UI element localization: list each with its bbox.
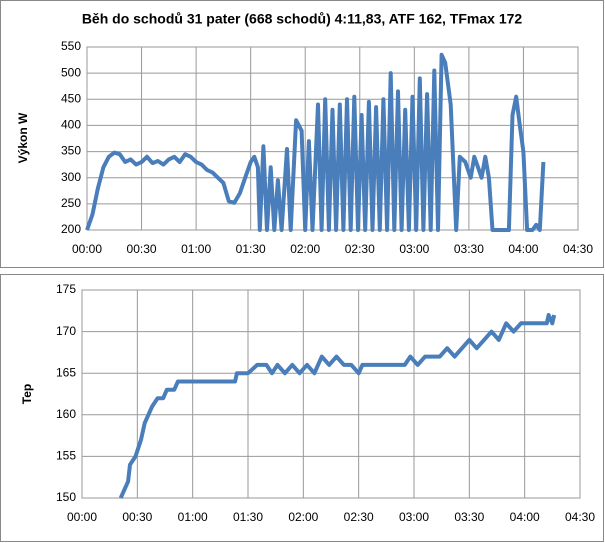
x-tick-label: 04:00 [510, 510, 540, 524]
y-axis-label: Tep [20, 384, 34, 404]
x-tick-label: 01:30 [233, 510, 263, 524]
y-tick-label: 155 [56, 449, 76, 463]
x-tick-label: 02:30 [344, 510, 374, 524]
x-tick-label: 04:30 [563, 242, 593, 256]
x-tick-label: 00:30 [127, 242, 157, 256]
x-tick-label: 01:30 [236, 242, 266, 256]
x-tick-label: 00:00 [67, 510, 97, 524]
y-tick-label: 150 [56, 490, 76, 504]
data-line [118, 313, 557, 499]
y-tick-label: 300 [61, 170, 81, 184]
data-line [85, 52, 546, 232]
x-tick-label: 04:00 [508, 242, 538, 256]
x-tick-label: 02:30 [345, 242, 375, 256]
x-tick-label: 02:00 [290, 242, 320, 256]
x-tick-label: 03:30 [454, 510, 484, 524]
y-tick-label: 200 [61, 222, 81, 236]
x-tick-label: 01:00 [178, 510, 208, 524]
y-tick-label: 450 [61, 91, 81, 105]
x-tick-label: 04:30 [565, 510, 595, 524]
x-tick-label: 01:00 [181, 242, 211, 256]
y-axis-label: Výkon W [16, 112, 30, 163]
x-tick-label: 02:00 [288, 510, 318, 524]
y-tick-label: 400 [61, 118, 81, 132]
y-tick-label: 175 [56, 282, 76, 296]
y-tick-label: 165 [56, 365, 76, 379]
x-tick-label: 03:30 [454, 242, 484, 256]
y-tick-label: 170 [56, 324, 76, 338]
y-tick-label: 250 [61, 196, 81, 210]
plot-area [81, 289, 581, 499]
x-tick-label: 00:00 [72, 242, 102, 256]
y-tick-label: 160 [56, 407, 76, 421]
y-tick-label: 550 [61, 39, 81, 53]
y-tick-label: 500 [61, 65, 81, 79]
x-tick-label: 03:00 [399, 242, 429, 256]
y-tick-label: 350 [61, 144, 81, 158]
chart-title: Běh do schodů 31 pater (668 schodů) 4:11… [82, 11, 523, 27]
x-tick-label: 03:00 [399, 510, 429, 524]
x-tick-label: 00:30 [122, 510, 152, 524]
